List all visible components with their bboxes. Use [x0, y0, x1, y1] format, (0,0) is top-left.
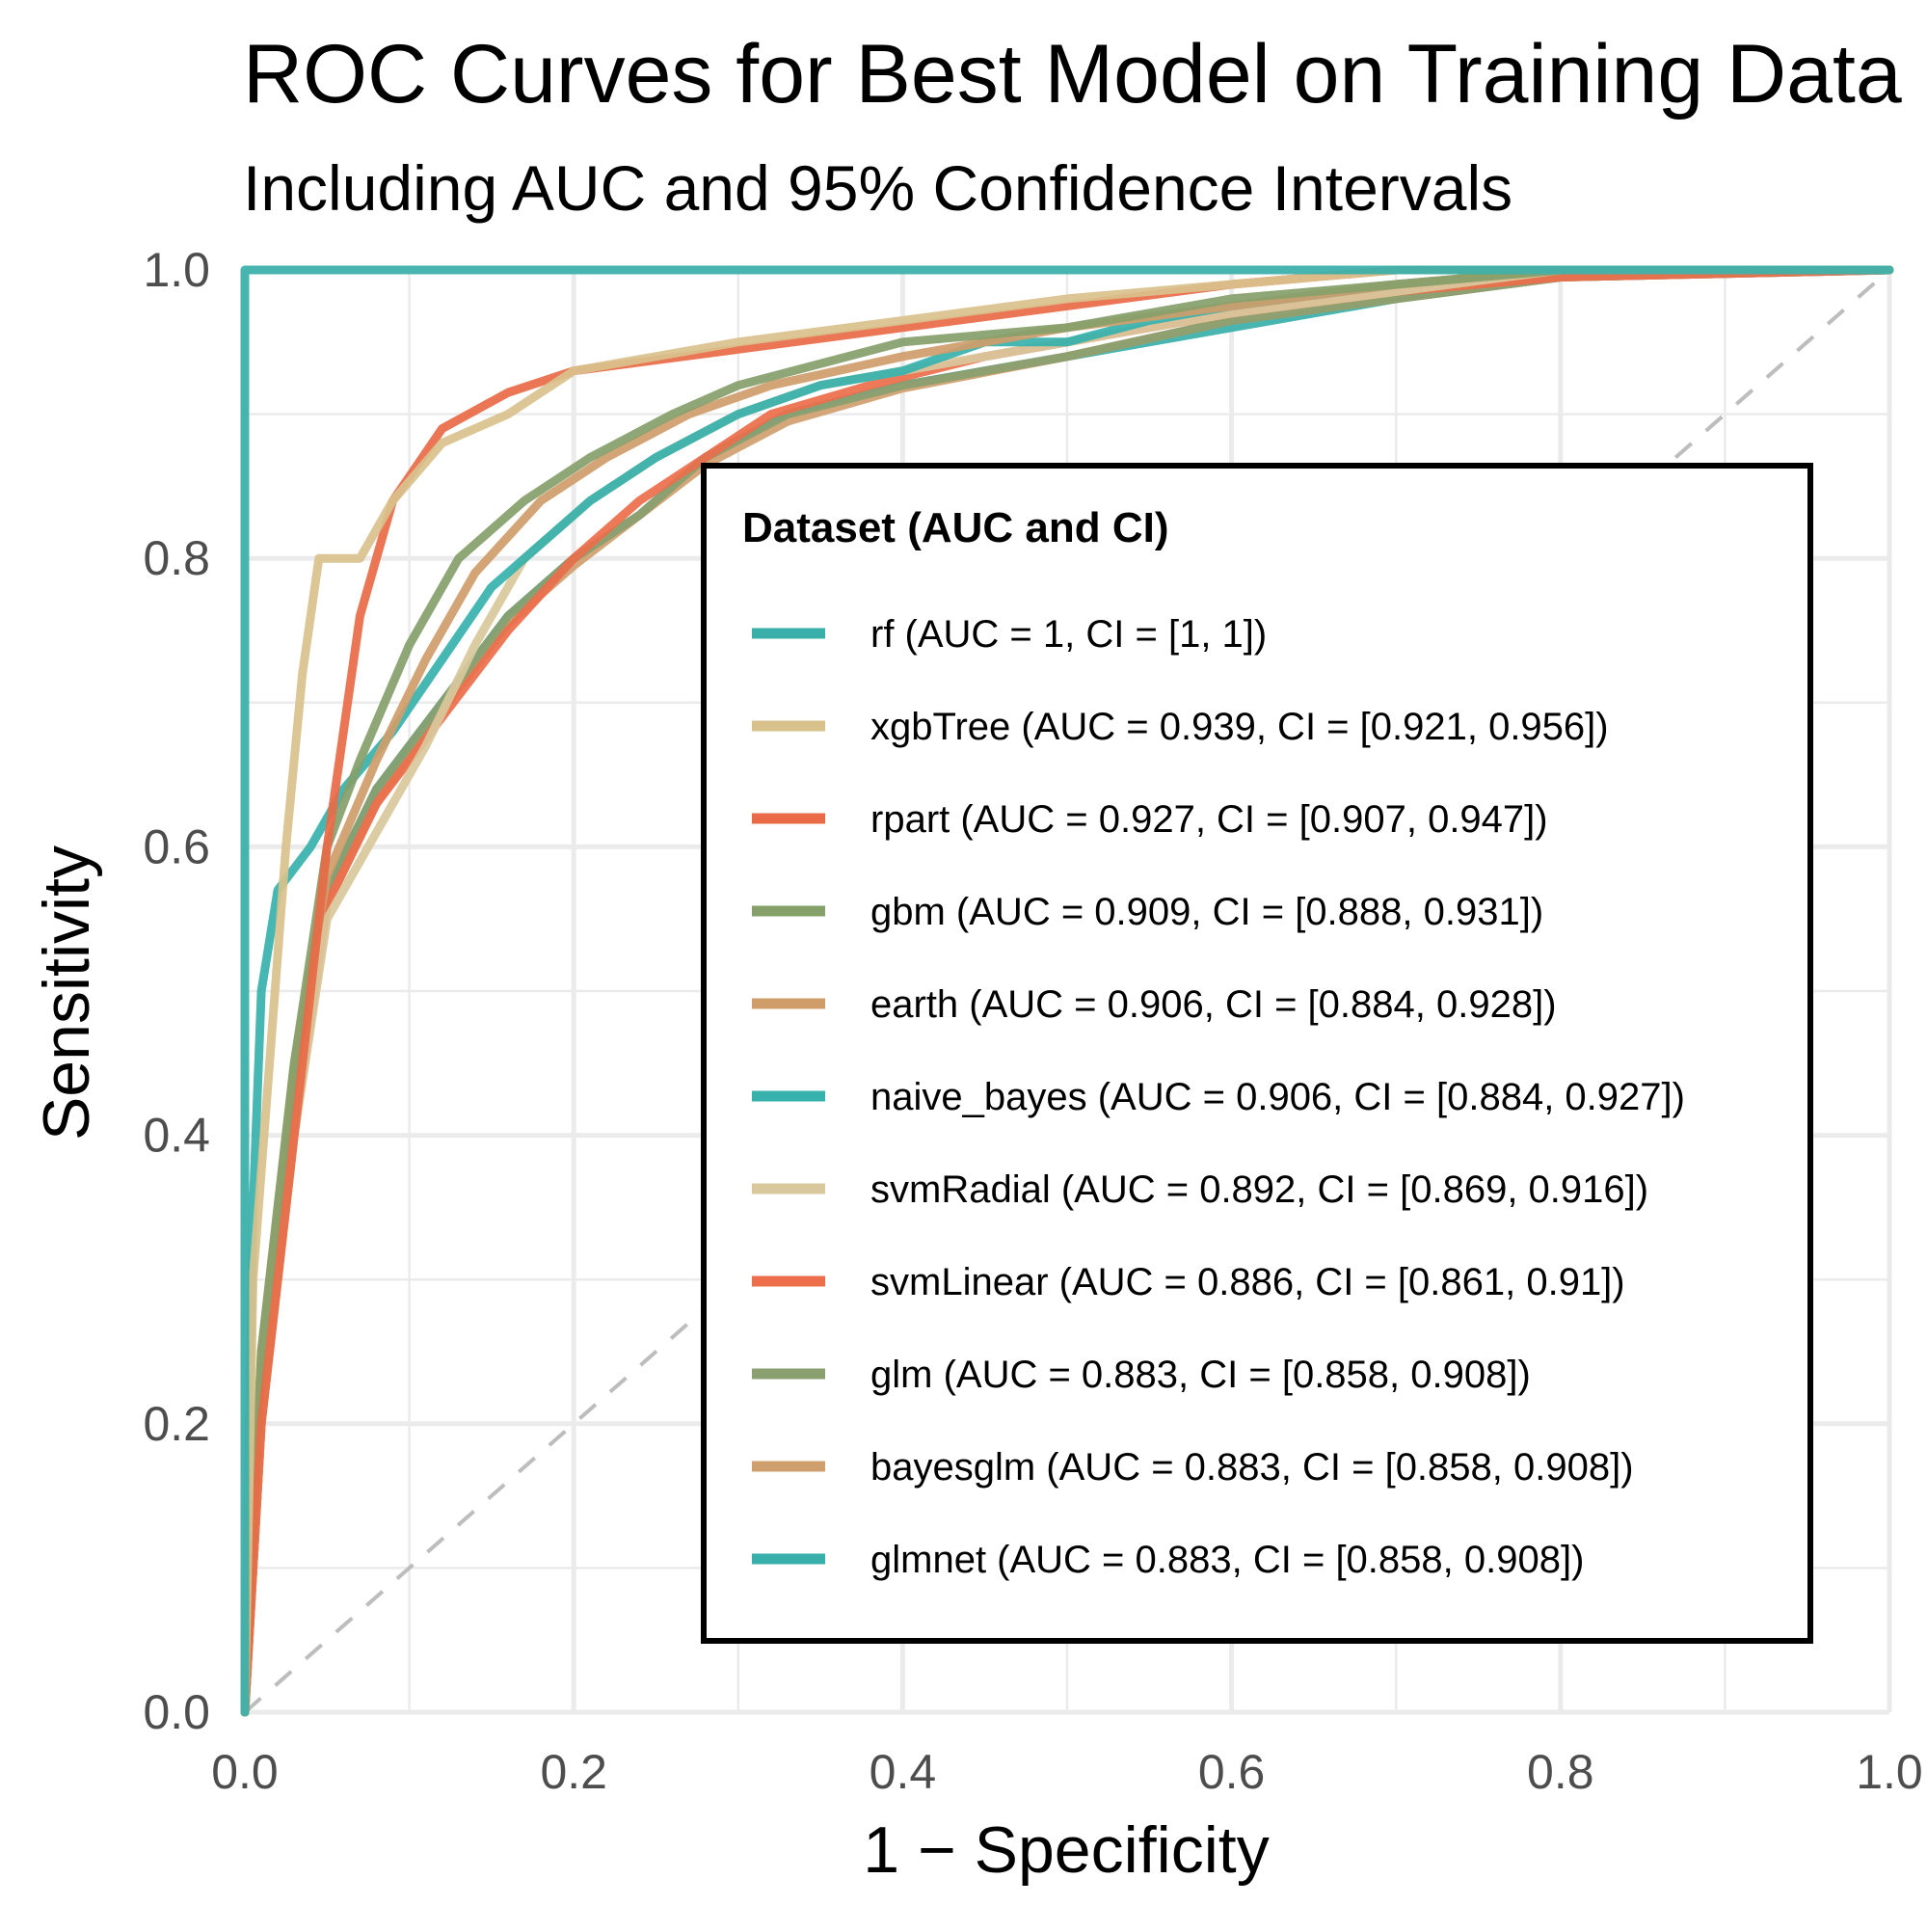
legend-label: rpart (AUC = 0.927, CI = [0.907, 0.947]): [870, 798, 1548, 841]
legend-item: earth (AUC = 0.906, CI = [0.884, 0.928]): [752, 983, 1557, 1026]
legend-label: svmLinear (AUC = 0.886, CI = [0.861, 0.9…: [870, 1261, 1625, 1303]
legend-label: rf (AUC = 1, CI = [1, 1]): [870, 613, 1267, 656]
legend-item: svmRadial (AUC = 0.892, CI = [0.869, 0.9…: [752, 1168, 1648, 1211]
legend-title: Dataset (AUC and CI): [742, 504, 1169, 551]
y-tick-label: 0.8: [143, 531, 210, 585]
legend-label: glm (AUC = 0.883, CI = [0.858, 0.908]): [870, 1354, 1531, 1396]
roc-line-xgbTree: [240, 265, 1894, 1717]
legend-item: rpart (AUC = 0.927, CI = [0.907, 0.947]): [752, 798, 1548, 841]
chart-title: ROC Curves for Best Model on Training Da…: [243, 28, 1902, 121]
legend-label: naive_bayes (AUC = 0.906, CI = [0.884, 0…: [870, 1076, 1685, 1118]
legend-item: xgbTree (AUC = 0.939, CI = [0.921, 0.956…: [752, 706, 1609, 748]
roc-line-rf: [240, 265, 1894, 1717]
legend-items: rf (AUC = 1, CI = [1, 1]) xgbTree (AUC = …: [752, 613, 1685, 1581]
legend-item: glmnet (AUC = 0.883, CI = [0.858, 0.908]…: [752, 1539, 1584, 1581]
x-tick-label: 0.8: [1527, 1745, 1594, 1799]
legend-item: svmLinear (AUC = 0.886, CI = [0.861, 0.9…: [752, 1261, 1625, 1303]
y-tick-label: 0.4: [143, 1109, 210, 1163]
y-axis-label: Sensitivity: [30, 845, 103, 1140]
legend-item: naive_bayes (AUC = 0.906, CI = [0.884, 0…: [752, 1076, 1685, 1118]
x-tick-label: 0.6: [1198, 1745, 1266, 1799]
legend-item: gbm (AUC = 0.909, CI = [0.888, 0.931]): [752, 891, 1543, 933]
legend-box: [701, 463, 1813, 1644]
legend-label: svmRadial (AUC = 0.892, CI = [0.869, 0.9…: [870, 1168, 1648, 1211]
y-tick-label: 0.6: [143, 819, 210, 873]
x-axis-label: 1 − Specificity: [863, 1813, 1269, 1887]
series-lines: [240, 265, 1894, 1717]
y-tick-label: 1.0: [143, 243, 210, 297]
x-tick-label: 1.0: [1856, 1745, 1923, 1799]
legend-label: gbm (AUC = 0.909, CI = [0.888, 0.931]): [870, 891, 1543, 933]
legend-label: xgbTree (AUC = 0.939, CI = [0.921, 0.956…: [870, 706, 1609, 748]
legend-item: glm (AUC = 0.883, CI = [0.858, 0.908]): [752, 1354, 1531, 1396]
legend-label: earth (AUC = 0.906, CI = [0.884, 0.928]): [870, 983, 1557, 1026]
x-tick-label: 0.2: [540, 1745, 607, 1799]
x-axis-ticks: 0.0 0.2 0.4 0.6 0.8 1.0: [211, 1745, 1923, 1799]
y-axis-ticks: 0.0 0.2 0.4 0.6 0.8 1.0: [143, 243, 210, 1739]
legend-item: bayesglm (AUC = 0.883, CI = [0.858, 0.90…: [752, 1446, 1634, 1489]
legend-label: bayesglm (AUC = 0.883, CI = [0.858, 0.90…: [870, 1446, 1634, 1489]
chart-subtitle: Including AUC and 95% Confidence Interva…: [243, 152, 1512, 224]
legend-item: rf (AUC = 1, CI = [1, 1]): [752, 613, 1267, 656]
legend-label: glmnet (AUC = 0.883, CI = [0.858, 0.908]…: [870, 1539, 1584, 1581]
x-tick-label: 0.4: [870, 1745, 937, 1799]
legend: Dataset (AUC and CI) rf (AUC = 1, CI = […: [701, 463, 1813, 1644]
y-tick-label: 0.2: [143, 1397, 210, 1451]
x-tick-label: 0.0: [211, 1745, 279, 1799]
y-tick-label: 0.0: [143, 1685, 210, 1739]
